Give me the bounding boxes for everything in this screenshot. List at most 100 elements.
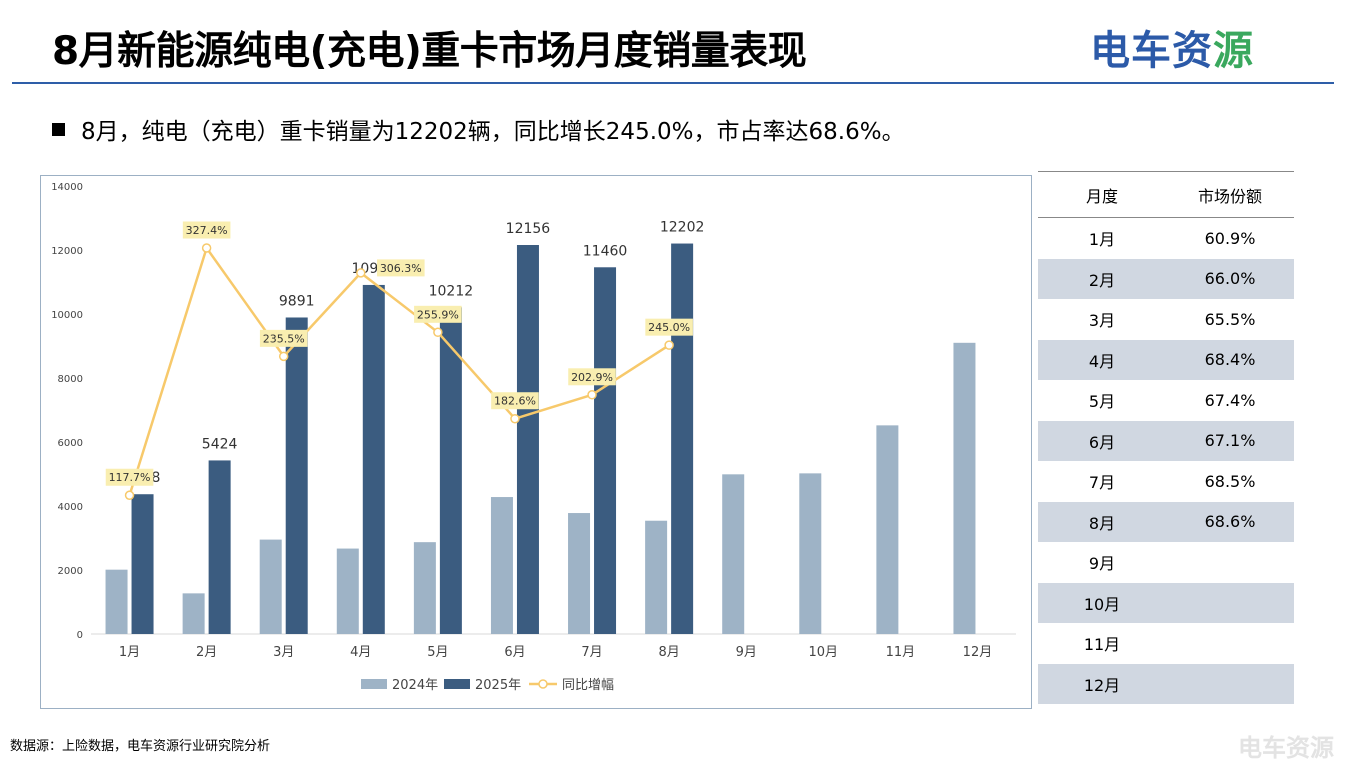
bar-2025 bbox=[362, 284, 385, 634]
month-cell: 1月 bbox=[1088, 230, 1116, 250]
header-share: 市场份额 bbox=[1197, 186, 1262, 206]
yoy-point bbox=[124, 490, 135, 500]
month-cell: 11月 bbox=[1083, 635, 1121, 655]
x-tick-label: 6月 bbox=[504, 645, 525, 660]
table-body: 1月 60.9% 2月 66.0% 3月 65.5% 4月 68.4% 5月 67.4% 6月 67.… bbox=[1038, 218, 1294, 704]
header-divider bbox=[12, 82, 1334, 84]
bar-2025-value-label: 11460 bbox=[583, 243, 628, 259]
x-tick-label: 9月 bbox=[736, 645, 757, 660]
data-source: 数据源：上险数据，电车资源行业研究院分析 bbox=[10, 739, 271, 754]
y-tick-label: 10000 bbox=[51, 310, 83, 321]
table-row: 11月 bbox=[1038, 623, 1294, 664]
share-cell: 68.6% bbox=[1204, 512, 1256, 532]
share-cell: 65.5% bbox=[1204, 309, 1256, 329]
x-tick-label: 10月 bbox=[809, 645, 839, 660]
bar-2025 bbox=[285, 317, 308, 634]
yoy-value-label: 306.3% bbox=[380, 262, 422, 275]
legend-2024-swatch bbox=[361, 679, 387, 689]
yoy-label-box bbox=[645, 318, 693, 336]
yoy-value-label: 182.6% bbox=[494, 395, 536, 408]
share-cell: 67.4% bbox=[1204, 390, 1256, 410]
x-tick-label: 4月 bbox=[350, 645, 371, 660]
legend-yoy-marker bbox=[538, 679, 548, 689]
month-cell: 3月 bbox=[1088, 311, 1116, 331]
month-cell: 6月 bbox=[1088, 432, 1116, 452]
yoy-label-box bbox=[376, 259, 425, 277]
yoy-point bbox=[356, 268, 366, 278]
month-cell: 8月 bbox=[1088, 513, 1116, 533]
yoy-label-box bbox=[259, 329, 308, 347]
market-share-table: 月度 市场份额 1月 60.9% 2月 66.0% 3月 65.5% 4月 68.4% 5月 67… bbox=[1038, 171, 1294, 704]
y-tick-label: 12000 bbox=[51, 246, 83, 257]
table-row: 10月 bbox=[1038, 582, 1294, 623]
summary-text: 8月，纯电（充电）重卡销量为12202辆，同比增长245.0%，市占率达68.6… bbox=[81, 119, 905, 145]
month-cell: 9月 bbox=[1088, 554, 1116, 574]
table-row: 2月 66.0% bbox=[1038, 258, 1294, 299]
table-row: 9月 bbox=[1038, 542, 1294, 583]
bar-2024 bbox=[490, 497, 513, 634]
table-header: 月度 市场份额 bbox=[1038, 172, 1294, 218]
month-cell: 10月 bbox=[1083, 594, 1121, 614]
x-tick-label: 5月 bbox=[427, 645, 448, 660]
bar-2025-value-label: 12156 bbox=[506, 221, 551, 237]
yoy-point bbox=[433, 327, 443, 338]
table-row: 4月 68.4% bbox=[1038, 339, 1294, 380]
y-tick-label: 4000 bbox=[58, 502, 83, 513]
yoy-label-box bbox=[105, 468, 154, 486]
yoy-point bbox=[587, 390, 597, 400]
brand-logo: 电车资源 bbox=[1090, 28, 1254, 74]
x-tick-label: 11月 bbox=[886, 645, 916, 660]
bar-2024 bbox=[259, 539, 282, 634]
bar-2025-value-label: 10212 bbox=[429, 283, 474, 299]
table-row: 3月 65.5% bbox=[1038, 299, 1294, 340]
yoy-point bbox=[664, 340, 674, 350]
yoy-point bbox=[278, 351, 289, 362]
bar-2025-value-label: 9891 bbox=[279, 293, 315, 309]
bar-2025 bbox=[439, 307, 462, 634]
table-row: 7月 68.5% bbox=[1038, 461, 1294, 502]
bar-2024 bbox=[336, 548, 359, 634]
table-row: 1月 60.9% bbox=[1038, 218, 1294, 259]
page-title: 8月新能源纯电(充电)重卡市场月度销量表现 bbox=[52, 29, 807, 74]
y-tick-label: 8000 bbox=[58, 374, 83, 385]
x-tick-label: 1月 bbox=[119, 645, 140, 660]
bar-2024 bbox=[105, 569, 128, 634]
bullet-square-icon bbox=[52, 122, 65, 136]
bar-2025 bbox=[594, 267, 617, 634]
share-cell: 66.0% bbox=[1204, 269, 1256, 289]
y-tick-label: 14000 bbox=[51, 182, 83, 193]
bar-2024 bbox=[645, 520, 668, 634]
yoy-label-box bbox=[182, 221, 231, 239]
summary-line: 8月，纯电（充电）重卡销量为12202辆，同比增长245.0%，市占率达68.6… bbox=[52, 112, 905, 146]
yoy-value-label: 202.9% bbox=[571, 371, 613, 384]
bar-2024 bbox=[722, 474, 745, 634]
y-tick-label: 2000 bbox=[58, 566, 83, 577]
yoy-point bbox=[201, 243, 212, 253]
table-row: 8月 68.6% bbox=[1038, 501, 1294, 542]
yoy-value-label: 117.7% bbox=[109, 471, 151, 484]
share-cell: 68.4% bbox=[1204, 350, 1256, 370]
table-row: 12月 bbox=[1038, 663, 1294, 704]
y-tick-label: 6000 bbox=[58, 438, 83, 449]
bar-2025-value-label: 5424 bbox=[202, 436, 238, 452]
month-cell: 7月 bbox=[1088, 473, 1116, 493]
yoy-label-box bbox=[414, 305, 462, 323]
yoy-value-label: 245.0% bbox=[648, 321, 690, 334]
sales-chart-svg: 0200040006000800010000120001400043681月54… bbox=[51, 182, 1016, 693]
x-tick-label: 12月 bbox=[963, 645, 993, 660]
share-cell: 68.5% bbox=[1204, 471, 1256, 491]
legend-yoy-label: 同比增幅 bbox=[562, 678, 614, 693]
share-cell: 60.9% bbox=[1204, 228, 1256, 248]
sales-chart: 0200040006000800010000120001400043681月54… bbox=[40, 175, 1032, 709]
bar-2025 bbox=[516, 245, 539, 634]
bar-2024 bbox=[953, 342, 976, 634]
month-cell: 2月 bbox=[1088, 270, 1116, 290]
x-tick-label: 8月 bbox=[658, 645, 679, 660]
bar-2025-value-label: 12202 bbox=[660, 220, 705, 236]
bar-2024 bbox=[182, 593, 205, 634]
header-month: 月度 bbox=[1085, 186, 1118, 206]
yoy-growth-line bbox=[128, 246, 670, 496]
table-top-rule bbox=[1038, 171, 1294, 172]
bar-2024 bbox=[799, 473, 822, 634]
yoy-label-box bbox=[491, 392, 539, 410]
